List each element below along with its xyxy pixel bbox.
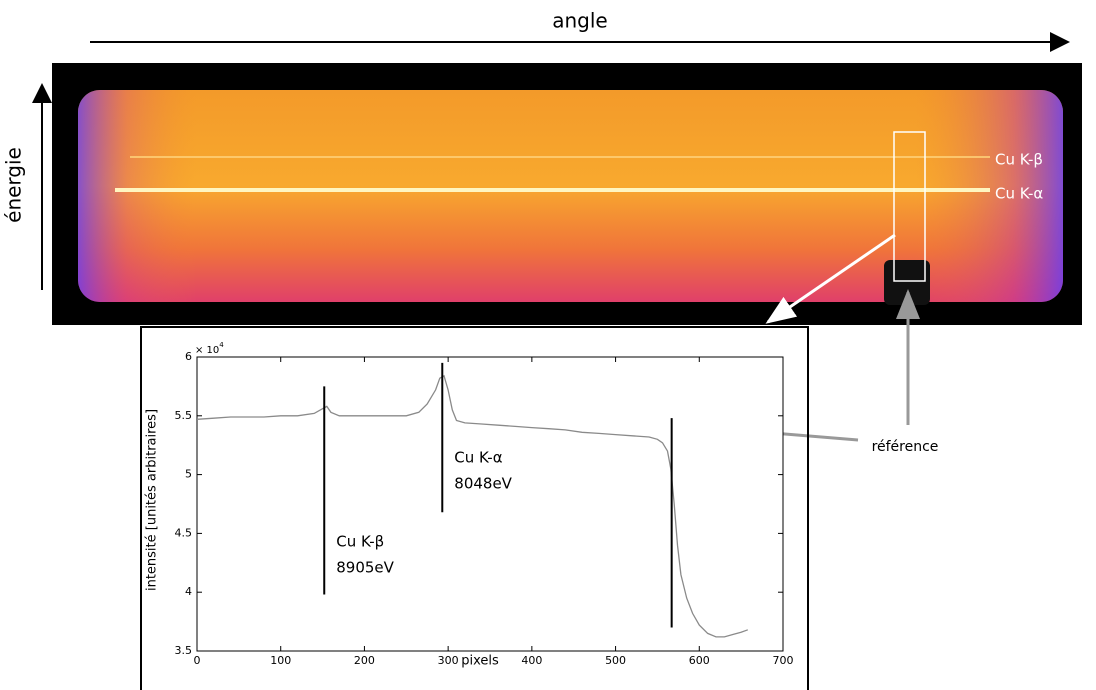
selection-box	[893, 131, 926, 282]
y-tick-label: 5	[185, 468, 192, 481]
zoom-arrow	[765, 233, 896, 324]
peak-label: Cu K-α	[454, 449, 502, 467]
y-axis-label: intensité [unités arbitraires]	[145, 409, 160, 591]
detector-edge	[78, 90, 1063, 302]
y-tick-label: 4.5	[175, 526, 193, 539]
angle-label: angle	[552, 9, 608, 33]
y-tick-label: 5.5	[175, 409, 193, 422]
x-tick-label: 400	[521, 654, 542, 667]
x-tick-label: 600	[689, 654, 710, 667]
peak-label: 8905eV	[336, 559, 394, 577]
y-multiplier: × 104	[195, 341, 224, 356]
reference-label: référence	[872, 439, 939, 455]
kbeta-image-label: Cu K-β	[995, 151, 1043, 169]
energy-label: énergie	[2, 147, 26, 223]
x-axis-label: pixels	[461, 654, 499, 669]
x-tick-label: 700	[773, 654, 794, 667]
y-tick-label: 6	[185, 350, 192, 363]
x-tick-label: 100	[270, 654, 291, 667]
multiplier-exponent: 4	[219, 341, 224, 349]
peak-label: Cu K-β	[336, 533, 384, 551]
plot-area	[196, 356, 784, 652]
multiplier-base: × 10	[195, 345, 219, 356]
x-tick-label: 300	[438, 654, 459, 667]
chart-frame	[140, 326, 809, 690]
x-tick-label: 500	[605, 654, 626, 667]
kalpha-image-label: Cu K-α	[995, 185, 1043, 203]
x-tick-label: 200	[354, 654, 375, 667]
y-tick-label: 3.5	[175, 644, 193, 657]
x-tick-label: 0	[194, 654, 201, 667]
peak-label: 8048eV	[454, 475, 512, 493]
y-tick-label: 4	[185, 585, 192, 598]
